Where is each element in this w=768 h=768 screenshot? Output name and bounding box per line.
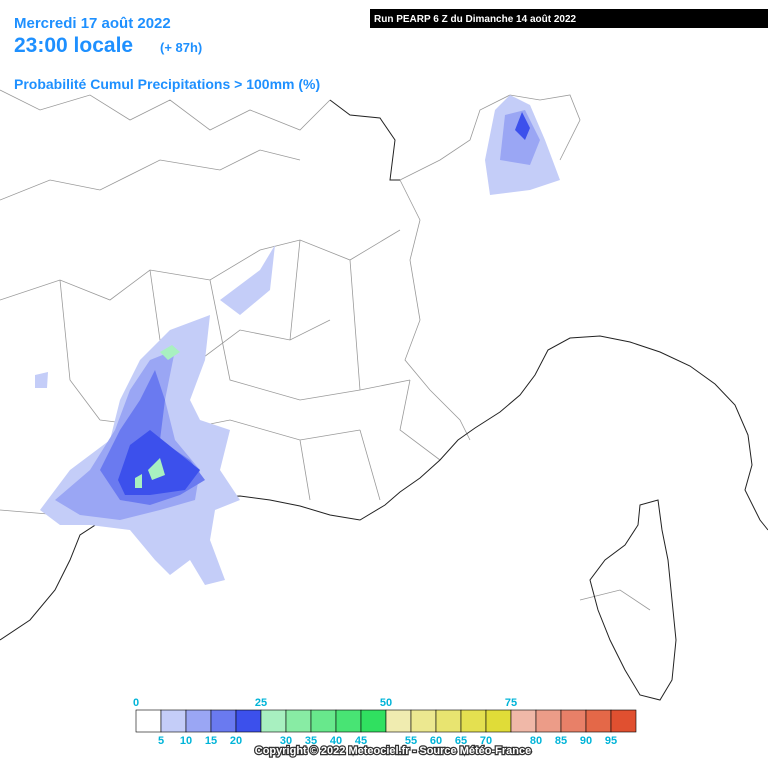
legend-swatch [485,709,512,733]
legend-bottom-label: 30 [280,735,292,747]
legend-swatch [135,709,162,733]
legend-swatch [260,709,287,733]
local-time: 23:00 locale [14,34,133,57]
legend-top-label: 50 [380,697,392,709]
legend-swatch [510,709,537,733]
legend-bottom-label: 40 [330,735,342,747]
legend-top-label: 75 [505,697,517,709]
legend-swatch [460,709,487,733]
run-box [370,9,768,28]
legend-swatch [535,709,562,733]
legend-bottom-label: 90 [580,735,592,747]
legend-swatch [185,709,212,733]
legend-swatch [310,709,337,733]
legend-bottom-label: 70 [480,735,492,747]
legend-bottom-label: 5 [158,735,164,747]
legend-swatch [285,709,312,733]
legend-bottom-label: 85 [555,735,567,747]
legend-top-label: 25 [255,697,267,709]
legend-swatch [610,709,637,733]
run-info: Run PEARP 6 Z du Dimanche 14 août 2022 [374,14,577,25]
legend-swatch [410,709,437,733]
precipitation-shading [35,95,560,585]
legend-swatch [160,709,187,733]
legend-swatch [560,709,587,733]
legend-bottom-label: 15 [205,735,217,747]
copyright: Copyright © 2022 Meteociel.fr - Source M… [255,745,531,757]
date: Mercredi 17 août 2022 [14,15,171,32]
legend-swatch [360,709,387,733]
legend-bottom-label: 95 [605,735,617,747]
coastline [0,99,768,701]
legend-bottom-label: 60 [430,735,442,747]
lead-time: (+ 87h) [160,40,202,55]
legend: 0 25 50 75 5 10 15 20 30 35 40 45 55 60 65 70 80 85 90 95 [133,697,637,747]
product-title: Probabilité Cumul Precipitations > 100mm… [14,76,320,92]
legend-swatch [585,709,612,733]
legend-bottom-label: 10 [180,735,192,747]
legend-swatch [335,709,362,733]
legend-swatch [210,709,237,733]
legend-bottom-label: 35 [305,735,317,747]
legend-bottom-label: 65 [455,735,467,747]
legend-bottom-label: 55 [405,735,417,747]
legend-swatch [435,709,462,733]
legend-swatch [385,709,412,733]
legend-swatch [235,709,262,733]
legend-bottom-label: 20 [230,735,242,747]
legend-top-label: 0 [133,697,139,709]
legend-bottom-label: 45 [355,735,367,747]
legend-bottom-label: 80 [530,735,542,747]
